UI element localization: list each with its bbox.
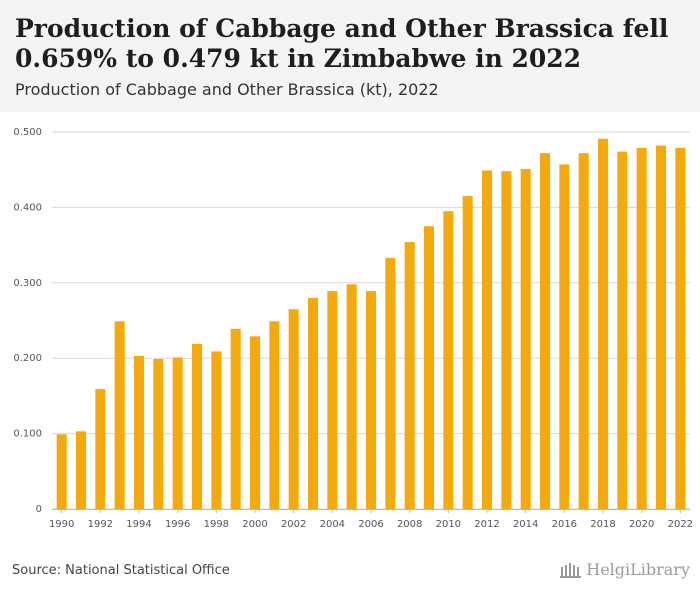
source-note: Source: National Statistical Office bbox=[12, 563, 230, 578]
x-tick-label: 2008 bbox=[397, 519, 422, 530]
x-tick-label: 1992 bbox=[88, 519, 113, 530]
bar-2006 bbox=[365, 291, 377, 509]
x-tick-label: 2006 bbox=[358, 519, 383, 530]
bar-1990 bbox=[56, 434, 67, 509]
y-tick-label: 0.200 bbox=[13, 353, 42, 364]
bar-2008 bbox=[404, 242, 415, 510]
bar-1995 bbox=[153, 358, 164, 509]
x-tick-label: 1996 bbox=[165, 519, 190, 530]
x-tick-label: 1998 bbox=[204, 519, 229, 530]
bar-1997 bbox=[191, 343, 203, 509]
x-tick-label: 2022 bbox=[668, 519, 693, 530]
bar-2020 bbox=[636, 147, 647, 510]
bar-2004 bbox=[327, 291, 338, 509]
bar-1996 bbox=[172, 357, 183, 509]
bar-2011 bbox=[462, 196, 473, 509]
x-tick-label: 2014 bbox=[513, 519, 538, 530]
helgi-library-logo: HelgiLibrary bbox=[560, 560, 690, 579]
bar-chart: 0 0.100 0.200 0.300 0.400 0.500 1990 1992 1994 19… bbox=[13, 127, 693, 530]
bar-1991 bbox=[75, 431, 87, 509]
x-tick-label: 2016 bbox=[552, 519, 577, 530]
bar-2009 bbox=[423, 226, 435, 509]
chart-header: Production of Cabbage and Other Brassica… bbox=[0, 0, 700, 112]
x-tick-label: 2010 bbox=[436, 519, 461, 530]
x-tick-label: 2004 bbox=[320, 519, 345, 530]
x-tick-label: 2018 bbox=[590, 519, 615, 530]
chart-title: Production of Cabbage and Other Brassica… bbox=[15, 14, 669, 73]
bar-2015 bbox=[539, 153, 551, 509]
y-tick-label: 0.500 bbox=[13, 127, 42, 138]
bar-2002 bbox=[288, 309, 299, 509]
x-tick-label: 2012 bbox=[474, 519, 499, 530]
x-tick-label: 1990 bbox=[49, 519, 74, 530]
bar-2018 bbox=[597, 138, 609, 509]
y-tick-label: 0.100 bbox=[13, 429, 42, 440]
bar-2000 bbox=[249, 336, 261, 509]
x-tick-label: 2002 bbox=[281, 519, 306, 530]
y-tick-label: 0 bbox=[36, 504, 42, 515]
bar-2019 bbox=[617, 151, 628, 509]
bar-2003 bbox=[307, 297, 319, 509]
bar-1993 bbox=[114, 321, 125, 509]
bar-2021 bbox=[655, 145, 667, 509]
chart-subtitle: Production of Cabbage and Other Brassica… bbox=[15, 80, 439, 99]
x-tick-label: 1994 bbox=[126, 519, 151, 530]
bar-2010 bbox=[443, 211, 454, 510]
bar-1999 bbox=[230, 328, 241, 509]
bar-2016 bbox=[559, 164, 570, 509]
bar-2005 bbox=[346, 284, 357, 509]
logo-text: HelgiLibrary bbox=[586, 560, 690, 579]
bar-2007 bbox=[385, 257, 396, 509]
x-tick-label: 2000 bbox=[242, 519, 267, 530]
library-icon bbox=[560, 562, 582, 578]
bar-1998 bbox=[211, 351, 222, 509]
bar-2017 bbox=[578, 153, 589, 509]
bar-2012 bbox=[481, 170, 493, 510]
bar-2014 bbox=[520, 168, 531, 510]
bar-2013 bbox=[501, 171, 512, 509]
x-tick-label: 2020 bbox=[629, 519, 654, 530]
bar-1994 bbox=[133, 355, 145, 509]
bar-2022 bbox=[675, 147, 686, 510]
y-tick-label: 0.300 bbox=[13, 278, 42, 289]
y-tick-label: 0.400 bbox=[13, 202, 42, 213]
bar-2001 bbox=[269, 321, 280, 509]
bar-1992 bbox=[95, 389, 106, 509]
